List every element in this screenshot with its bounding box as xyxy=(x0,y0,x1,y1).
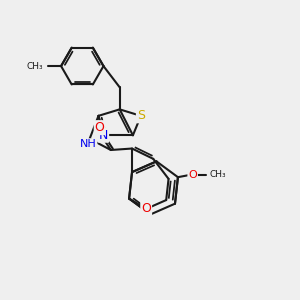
Text: NH: NH xyxy=(80,139,97,149)
Text: O: O xyxy=(95,121,105,134)
Text: CH₃: CH₃ xyxy=(209,170,226,179)
Text: O: O xyxy=(141,202,151,215)
Text: CH₃: CH₃ xyxy=(27,61,44,70)
Text: N: N xyxy=(99,129,108,142)
Text: S: S xyxy=(137,109,145,122)
Text: O: O xyxy=(188,170,197,180)
